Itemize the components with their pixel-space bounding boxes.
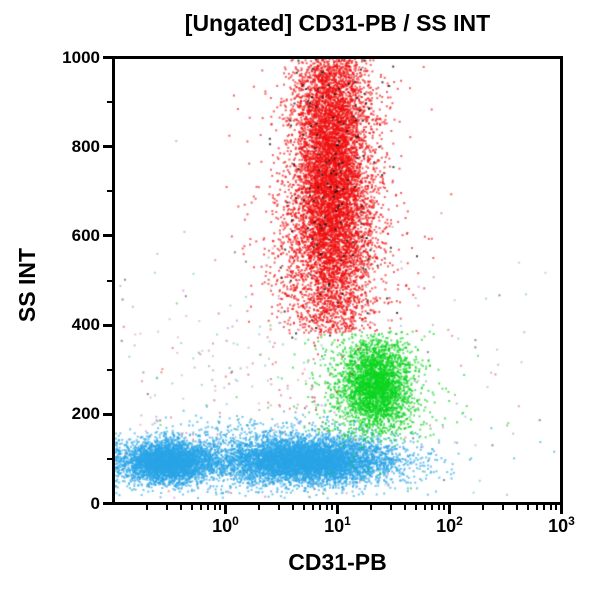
x-minor-tick	[414, 505, 417, 510]
x-minor-tick	[325, 505, 328, 510]
x-minor-tick	[535, 505, 538, 510]
x-minor-tick	[501, 505, 504, 510]
x-minor-tick	[555, 505, 558, 510]
x-minor-tick	[277, 505, 280, 510]
x-minor-tick	[526, 505, 529, 510]
y-axis-title: SS INT	[14, 247, 40, 323]
x-minor-tick	[549, 505, 552, 510]
x-major-tick	[224, 505, 227, 514]
y-major-tick	[103, 412, 112, 416]
x-minor-tick	[207, 505, 210, 510]
x-tick-label: 100	[212, 514, 239, 536]
x-minor-tick	[165, 505, 168, 510]
y-major-tick	[103, 145, 112, 149]
y-tick-label: 0	[90, 493, 100, 513]
y-major-tick	[103, 56, 112, 59]
x-minor-tick	[311, 505, 314, 510]
x-minor-tick	[331, 505, 334, 510]
x-minor-tick	[431, 505, 434, 510]
x-minor-tick	[437, 505, 440, 510]
x-minor-tick	[179, 505, 182, 510]
x-major-tick	[336, 505, 339, 514]
x-tick-label: 102	[436, 514, 463, 536]
x-tick-label: 103	[548, 514, 575, 536]
y-tick-label: 1000	[62, 47, 100, 67]
x-minor-tick	[291, 505, 294, 510]
x-minor-tick	[482, 505, 485, 510]
plot-area[interactable]	[112, 56, 563, 505]
x-minor-tick	[443, 505, 446, 510]
y-major-tick	[103, 234, 112, 238]
x-minor-tick	[199, 505, 202, 510]
x-axis-title: CD31-PB	[288, 549, 387, 575]
x-minor-tick	[403, 505, 406, 510]
y-major-tick	[103, 323, 112, 327]
x-minor-tick	[302, 505, 305, 510]
x-tick-label: 101	[324, 514, 351, 536]
x-minor-tick	[319, 505, 322, 510]
x-minor-tick	[389, 505, 392, 510]
y-tick-label: 800	[71, 136, 100, 156]
x-major-tick	[448, 505, 451, 514]
y-major-tick	[103, 502, 112, 505]
x-minor-tick	[423, 505, 426, 510]
x-minor-tick	[515, 505, 518, 510]
scatter-points-canvas[interactable]	[115, 59, 560, 502]
x-minor-tick	[543, 505, 546, 510]
x-minor-tick	[146, 505, 149, 510]
x-minor-tick	[258, 505, 261, 510]
x-minor-tick	[219, 505, 222, 510]
x-minor-tick	[370, 505, 373, 510]
plot-title: [Ungated] CD31-PB / SS INT	[184, 10, 491, 36]
x-major-tick	[560, 505, 563, 514]
y-tick-label: 200	[71, 404, 100, 424]
x-minor-tick	[213, 505, 216, 510]
x-minor-tick	[190, 505, 193, 510]
